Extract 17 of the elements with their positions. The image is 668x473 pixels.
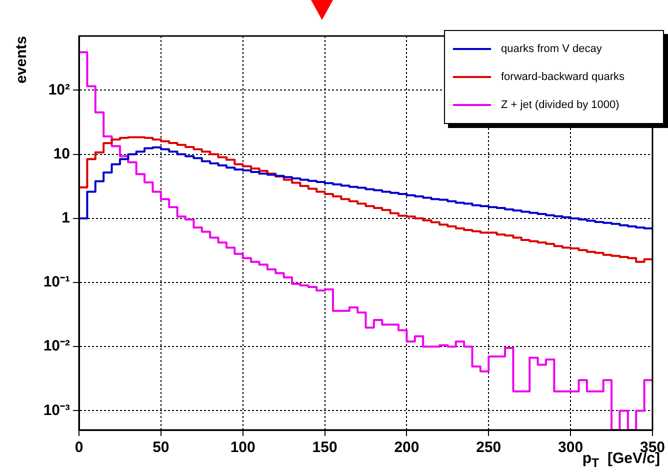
y-tick-label: 10⁻¹ bbox=[43, 274, 70, 291]
y-tick-label: 1 bbox=[62, 210, 70, 227]
y-tick-label: 10² bbox=[48, 81, 70, 98]
x-tick-label: 250 bbox=[476, 439, 502, 456]
x-tick-label: 300 bbox=[558, 439, 584, 456]
x-tick-label: 0 bbox=[74, 439, 84, 456]
y-tick-label: 10⁻³ bbox=[43, 402, 70, 419]
legend-label: quarks from V decay bbox=[501, 43, 602, 55]
x-tick-label: 200 bbox=[394, 439, 420, 456]
y-tick-label: 10⁻² bbox=[43, 338, 70, 355]
y-axis-title: events bbox=[13, 36, 30, 84]
x-tick-label: 50 bbox=[152, 439, 170, 456]
y-tick-label: 10 bbox=[53, 145, 70, 162]
x-tick-label: 100 bbox=[230, 439, 256, 456]
x-tick-label: 150 bbox=[312, 439, 338, 456]
legend-label: forward-backward quarks bbox=[501, 71, 624, 83]
legend-label: Z + jet (divided by 1000) bbox=[501, 99, 620, 111]
